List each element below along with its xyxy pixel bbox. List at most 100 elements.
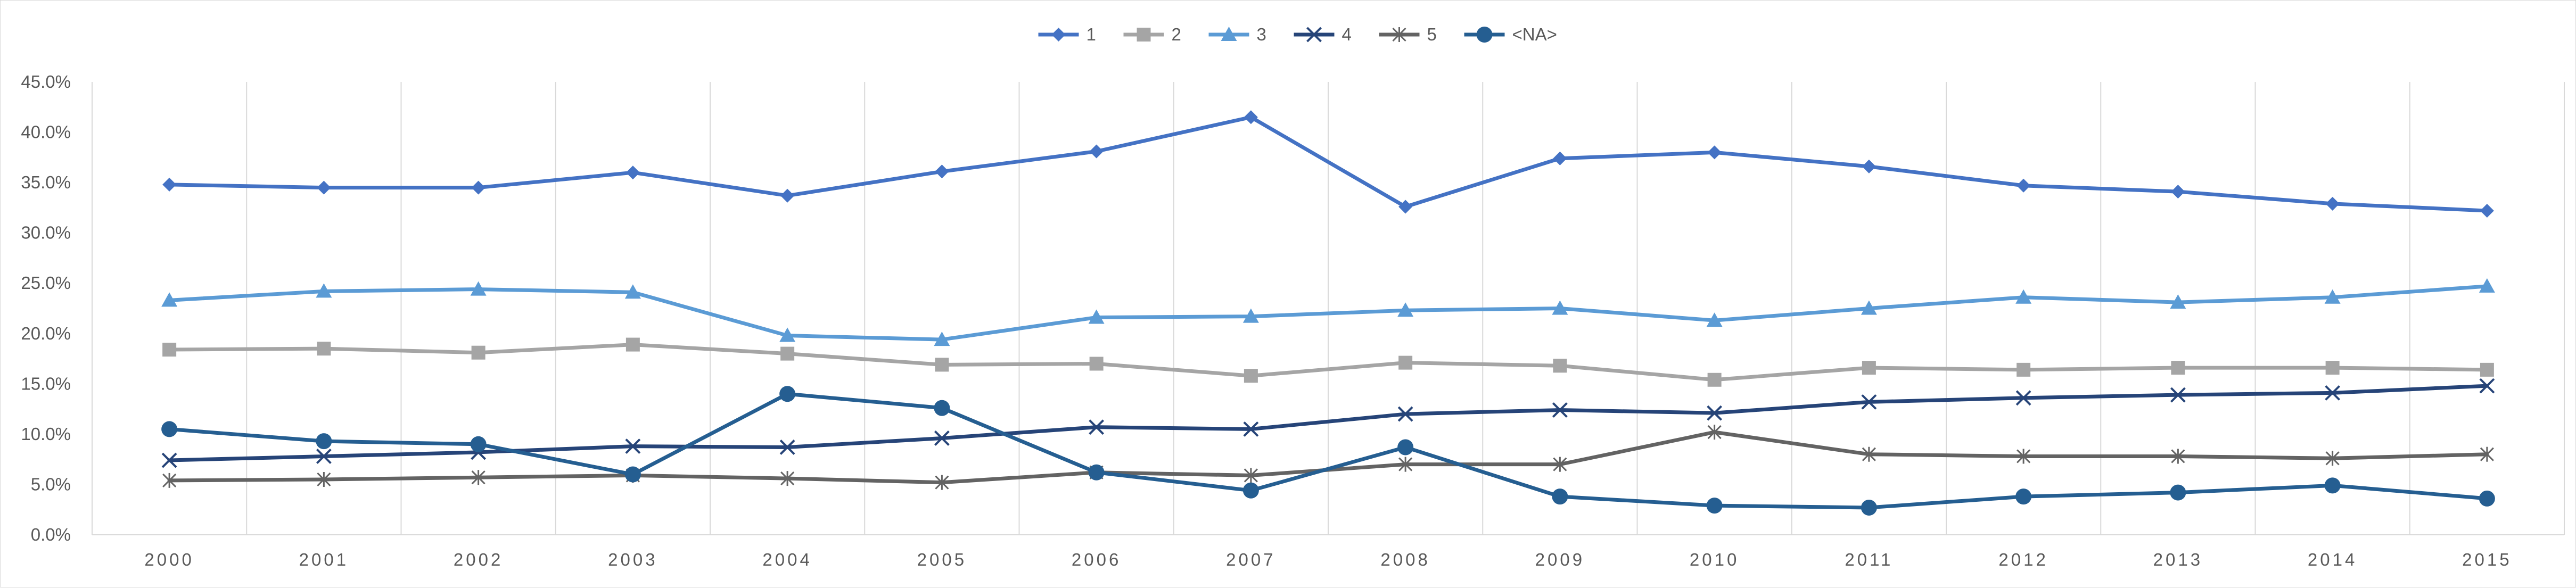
data-point <box>1244 110 1258 125</box>
data-point <box>780 188 795 203</box>
data-point <box>1862 361 1876 375</box>
data-point <box>161 421 178 437</box>
axes <box>92 82 2564 535</box>
y-tick-label: 0.0% <box>31 525 71 544</box>
data-point <box>1553 457 1567 472</box>
series-lines <box>167 115 2489 510</box>
data-point <box>935 358 949 372</box>
data-point <box>1089 419 1105 435</box>
legend-marker <box>1137 28 1151 42</box>
data-point <box>2325 385 2341 401</box>
legend-item: 3 <box>1208 24 1266 44</box>
y-tick-label: 15.0% <box>21 374 71 393</box>
data-point <box>162 473 177 488</box>
data-point <box>780 346 795 361</box>
data-point <box>316 433 332 450</box>
data-point <box>2480 362 2494 377</box>
gridlines <box>92 82 2565 535</box>
data-point <box>317 180 331 195</box>
x-tick-label: 2001 <box>299 550 349 569</box>
data-point <box>317 342 331 356</box>
data-point <box>161 292 178 307</box>
data-point <box>1552 488 1568 505</box>
data-point <box>1398 457 1413 472</box>
legend-item: 4 <box>1294 24 1352 44</box>
x-tick-label: 2005 <box>917 550 967 569</box>
legend-label: 5 <box>1427 24 1437 44</box>
legend-label: <NA> <box>1512 24 1557 44</box>
data-point <box>162 343 177 357</box>
series-line <box>167 384 2489 462</box>
y-tick-label: 5.0% <box>31 474 71 494</box>
data-point <box>162 177 177 192</box>
data-point <box>2170 294 2186 309</box>
data-point <box>935 475 949 490</box>
data-point <box>1397 439 1414 456</box>
data-point <box>1244 468 1258 483</box>
data-point <box>1552 402 1568 418</box>
legend-label: 1 <box>1087 24 1096 44</box>
data-point <box>780 471 795 486</box>
data-point <box>626 165 640 180</box>
data-point <box>1707 145 1722 160</box>
data-point <box>1707 425 1722 440</box>
data-point <box>1089 144 1104 159</box>
data-point <box>624 466 641 483</box>
legend-label: 3 <box>1257 24 1266 44</box>
legend-item: <NA> <box>1464 24 1557 44</box>
data-point <box>1242 308 1259 323</box>
data-point <box>1707 405 1723 421</box>
data-point <box>934 430 950 446</box>
data-point <box>2017 362 2031 377</box>
series-line <box>167 115 2489 213</box>
data-point <box>1398 200 1413 214</box>
x-tick-label: 2009 <box>1535 550 1585 569</box>
legend: 1 2 3 4 5 <NA> <box>1038 24 1557 44</box>
data-point <box>161 452 177 468</box>
data-point <box>1862 446 1876 462</box>
data-point <box>2480 446 2494 462</box>
data-point <box>2479 378 2495 394</box>
y-tick-label: 35.0% <box>21 172 71 192</box>
y-axis-ticks: 0.0% 5.0% 10.0% 15.0% 20.0% 25.0% 30.0% 35.0% 40… <box>21 72 71 544</box>
series-line <box>167 392 2489 510</box>
data-point <box>2171 361 2185 375</box>
x-tick-label: 2008 <box>1380 550 1430 569</box>
data-point <box>317 471 331 487</box>
data-point <box>779 440 795 455</box>
data-point <box>471 470 485 485</box>
data-point <box>470 281 487 296</box>
x-tick-label: 2010 <box>1690 550 1739 569</box>
data-point <box>471 345 485 360</box>
data-point <box>779 386 796 402</box>
data-point <box>624 284 641 299</box>
legend-marker <box>1306 27 1322 43</box>
data-point <box>2170 387 2186 403</box>
series-markers <box>161 110 2495 516</box>
data-point <box>1242 482 1259 499</box>
legend-label: 2 <box>1172 24 1181 44</box>
y-tick-label: 10.0% <box>21 424 71 444</box>
legend-marker <box>1392 27 1406 42</box>
data-point <box>1552 300 1568 315</box>
x-tick-label: 2012 <box>1998 550 2048 569</box>
data-point <box>2017 449 2031 464</box>
data-point <box>2015 488 2032 505</box>
data-point <box>1088 464 1105 481</box>
legend-marker <box>1051 28 1066 42</box>
data-point <box>316 449 332 464</box>
data-point <box>625 438 641 454</box>
data-point <box>2017 178 2031 193</box>
x-tick-label: 2000 <box>144 550 194 569</box>
series-line <box>167 343 2489 382</box>
data-point <box>2480 204 2494 218</box>
y-tick-label: 45.0% <box>21 72 71 92</box>
x-axis-ticks: 2000 2001 2002 2003 2004 2005 2006 2007 2008 2009… <box>144 550 2509 569</box>
data-point <box>2325 196 2340 211</box>
y-tick-label: 25.0% <box>21 273 71 293</box>
data-point <box>934 332 950 346</box>
data-point <box>1397 406 1413 422</box>
data-point <box>2171 185 2185 199</box>
